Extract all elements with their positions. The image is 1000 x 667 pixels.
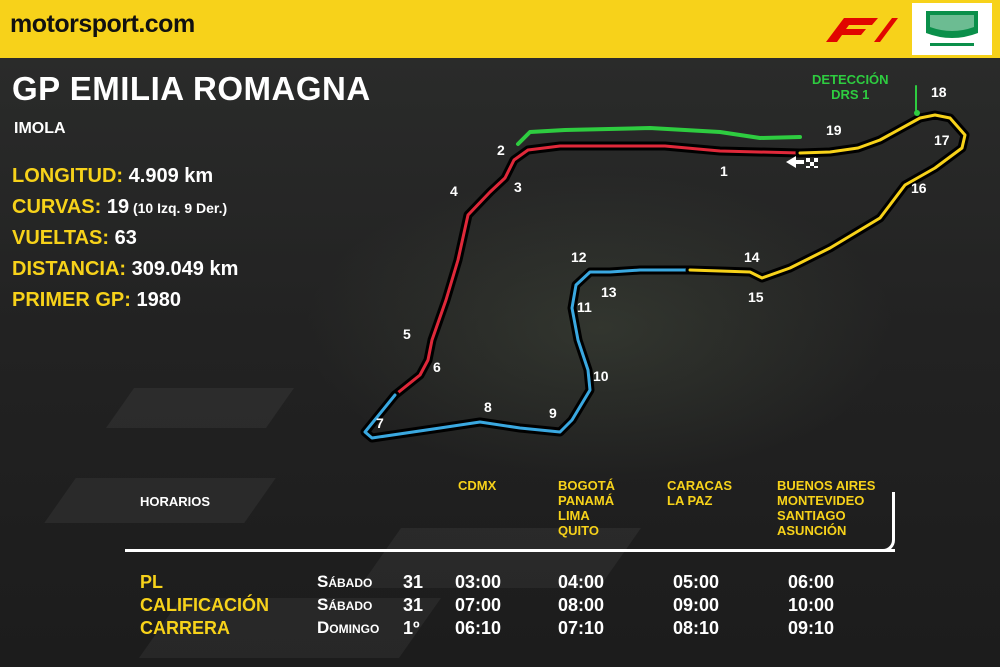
background-photo xyxy=(0,58,1000,667)
turn-label-2: 2 xyxy=(497,142,505,158)
page-subtitle: IMOLA xyxy=(14,120,66,137)
schedule-col-cdmx: CDMX xyxy=(458,478,497,493)
turn-label-7: 7 xyxy=(376,415,384,431)
schedule-col-bogota: BOGOTÁ PANAMÁ LIMA QUITO xyxy=(558,478,616,538)
stat-longitud: LONGITUD: 4.909 km xyxy=(12,165,214,187)
f1-logo-icon xyxy=(826,18,898,42)
turn-label-5: 5 xyxy=(403,326,411,342)
motorsport-logo[interactable]: motorsport.com xyxy=(10,10,195,38)
turn-label-8: 8 xyxy=(484,399,492,415)
turn-label-4: 4 xyxy=(450,183,458,199)
schedule-bracket xyxy=(880,492,895,552)
turn-label-14: 14 xyxy=(744,249,760,265)
turn-label-9: 9 xyxy=(549,405,557,421)
turn-label-15: 15 xyxy=(748,289,764,305)
schedule-horarios-label: HORARIOS xyxy=(140,494,211,509)
track-sector-3 xyxy=(685,110,970,283)
imola-circuit-logo xyxy=(912,3,992,55)
stat-curvas: CURVAS: 19 (10 Izq. 9 Der.) xyxy=(12,196,228,218)
drs-detection-label: DETECCIÓN DRS 1 xyxy=(812,72,889,102)
turn-label-6: 6 xyxy=(433,359,441,375)
schedule-col-buenos-aires: BUENOS AIRES MONTEVIDEO SANTIAGO ASUNCIÓ… xyxy=(777,478,876,538)
stat-vueltas: VUELTAS: 63 xyxy=(12,227,137,249)
stat-distancia: DISTANCIA: 309.049 km xyxy=(12,258,239,280)
turn-label-11: 11 xyxy=(577,299,592,315)
turn-label-3: 3 xyxy=(514,179,522,195)
schedule-col-caracas: CARACAS LA PAZ xyxy=(667,478,732,508)
turn-label-17: 17 xyxy=(934,132,950,148)
page-title: GP EMILIA ROMAGNA xyxy=(12,70,371,107)
turn-label-16: 16 xyxy=(911,180,927,196)
header-bar: motorsport.com xyxy=(0,0,1000,58)
drs-zone xyxy=(516,126,802,146)
checkered-flag-icon xyxy=(806,158,818,168)
turn-label-1: 1 xyxy=(720,163,728,179)
turn-label-13: 13 xyxy=(601,284,617,300)
schedule-divider xyxy=(125,549,895,552)
turn-label-12: 12 xyxy=(571,249,587,265)
start-arrow-icon xyxy=(786,156,804,168)
track-sector-2 xyxy=(360,265,695,443)
turn-label-19: 19 xyxy=(826,122,842,138)
stat-primer-gp: PRIMER GP: 1980 xyxy=(12,289,181,311)
turn-label-18: 18 xyxy=(931,84,947,100)
schedule-row-carrera: CARRERA Domingo 1º 06:10 07:10 08:10 09:… xyxy=(140,618,835,638)
turn-label-10: 10 xyxy=(593,368,609,384)
schedule-row-calificacion: CALIFICACIÓN Sábado 31 07:00 08:00 09:00… xyxy=(140,595,835,615)
schedule-row-pl: PL Sábado 31 03:00 04:00 05:00 06:00 xyxy=(140,572,835,592)
circuit-stats: LONGITUD: 4.909 km CURVAS: 19 (10 Izq. 9… xyxy=(12,165,238,320)
